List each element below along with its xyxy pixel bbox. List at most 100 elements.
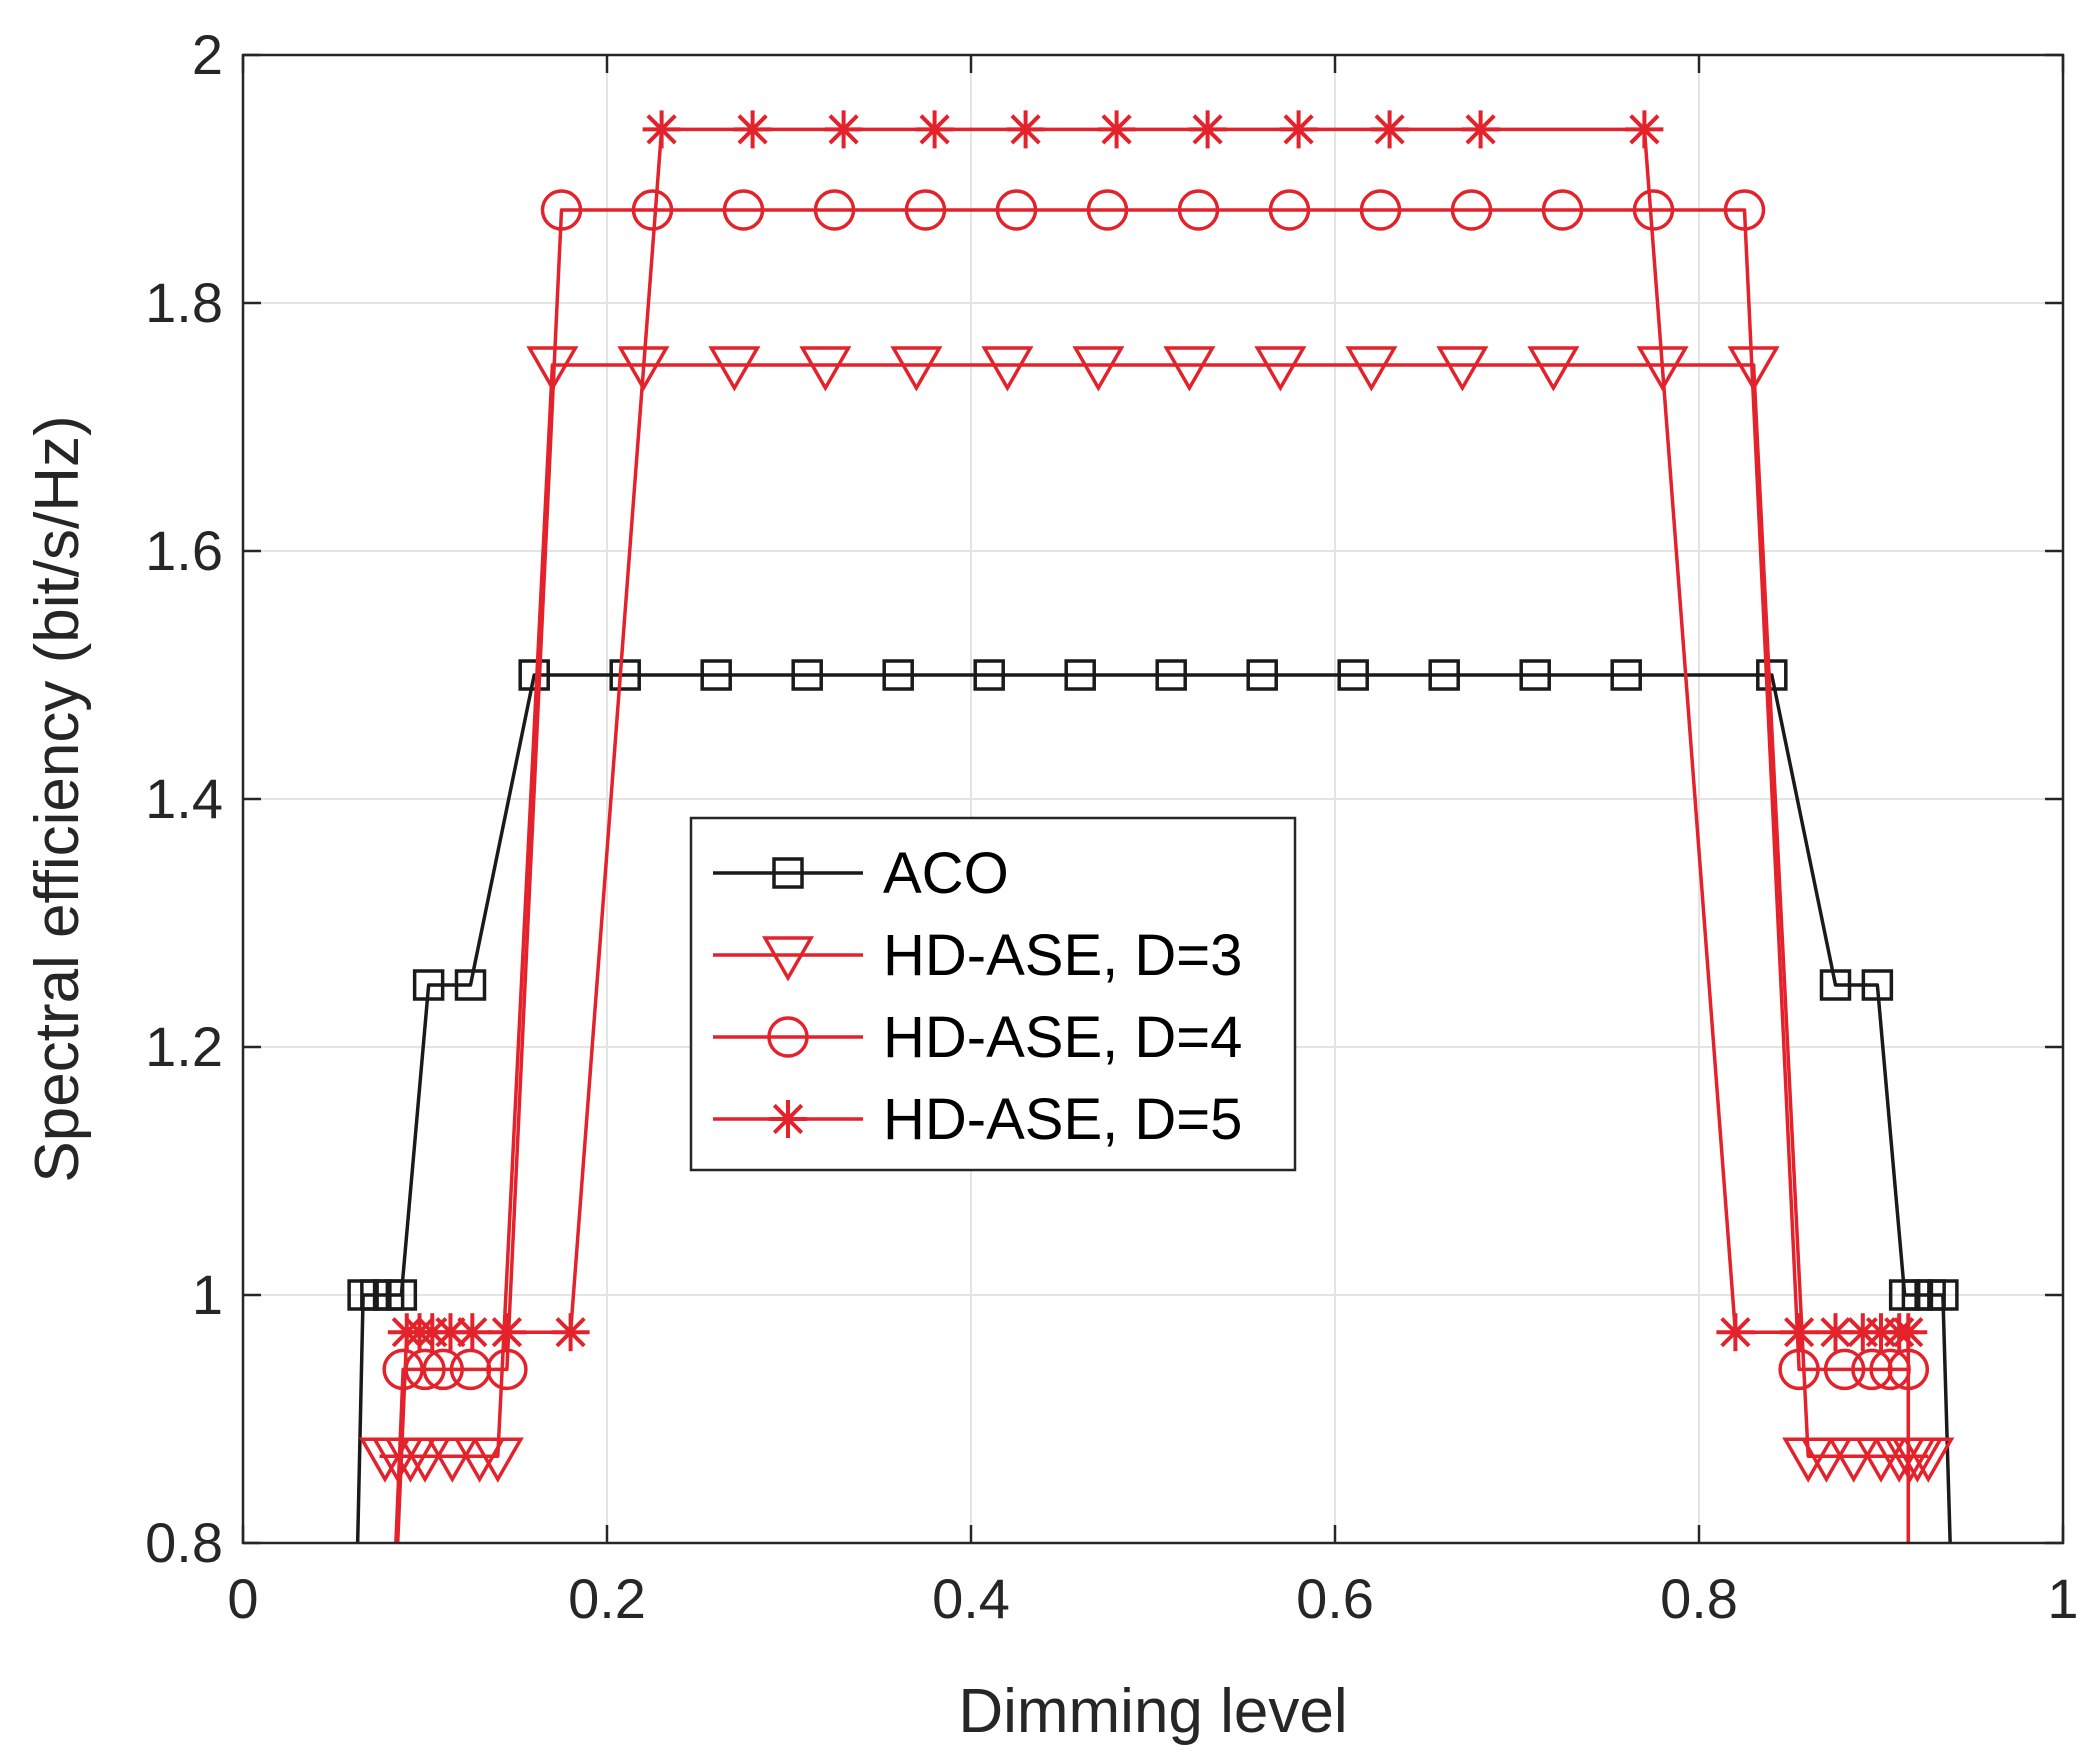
data-point [1064,659,1096,691]
asterisk-stroke [646,114,677,145]
data-point [882,659,914,691]
data-point [890,346,943,392]
data-point [1519,659,1551,691]
y-tick-label: 0.8 [145,1511,223,1574]
legend-marker [761,936,815,982]
data-point [1461,110,1500,149]
asterisk-stroke [1374,114,1405,145]
asterisk-stroke [919,114,950,145]
data-point [915,110,954,149]
data-point [1450,189,1493,231]
series-line [394,208,1911,1544]
series-3 [387,110,1928,1544]
x-tick-label: 0.4 [932,1567,1010,1630]
data-point [1436,346,1489,392]
asterisk-stroke [1101,114,1132,145]
data-point [722,189,765,231]
data-point [1086,189,1129,231]
data-point [904,189,947,231]
y-tick-label: 1.4 [145,767,223,830]
data-point [995,189,1038,231]
data-point [398,1437,452,1483]
x-axis-label: Dimming level [958,1677,1347,1746]
data-point [422,1348,464,1391]
data-point [1819,969,1852,1001]
data-point [1345,346,1398,392]
data-point [540,189,583,231]
asterisk-stroke [772,1103,804,1135]
data-point [973,659,1005,691]
data-point [1527,346,1580,392]
data-point [1625,110,1664,149]
data-point [412,969,445,1001]
legend-entry: HD-ASE, D=5 [713,1087,1242,1152]
series-1 [358,346,1955,1483]
legend-marker [769,1100,807,1138]
legend-box [689,816,1297,1172]
data-point [1727,346,1780,392]
legend-label: HD-ASE, D=4 [883,1005,1242,1070]
data-point [1756,659,1788,691]
data-point [1902,1437,1955,1483]
data-point [454,969,487,1001]
asterisk-stroke [1192,114,1223,145]
asterisk-stroke [555,1317,586,1348]
data-point [1097,110,1136,149]
data-point [551,1313,590,1352]
data-point [813,189,856,231]
asterisk-stroke [491,1317,522,1348]
data-point [1823,1348,1866,1391]
legend-entry: HD-ASE, D=4 [713,1005,1242,1070]
y-tick-label: 1.2 [145,1015,223,1078]
data-point [1610,659,1642,691]
data-point [733,110,772,149]
data-point [1268,189,1311,231]
series-line [355,673,1952,1544]
legend-label: ACO [883,841,1009,906]
axes: 0 0.2 0.4 0.6 0.8 1 0.8 1 1.2 1.4 1.6 1.8 2 [145,23,2078,1630]
data-point [642,110,681,149]
asterisk-stroke [828,114,859,145]
data-point [453,1313,492,1352]
data-point [1541,189,1584,231]
data-point [1723,189,1766,231]
x-tick-label: 0.2 [568,1567,646,1630]
data-point [1370,110,1409,149]
asterisk-stroke [435,1317,466,1348]
data-point [1927,1279,1959,1311]
x-tick-label: 1 [2047,1567,2078,1630]
data-point [609,659,641,691]
legend-entry: ACO [713,841,1009,906]
data-point [700,659,732,691]
asterisk-stroke [1720,1317,1751,1348]
data-point [1006,110,1045,149]
series-0 [347,659,1959,1544]
legend-label: HD-ASE, D=5 [883,1087,1242,1152]
y-axis-label: Spectral efficiency (bit/s/Hz) [23,415,92,1182]
y-tick-label: 2 [192,23,223,86]
data-point [1359,189,1402,231]
legend-marker [772,857,804,889]
y-tick-label: 1.6 [145,519,223,582]
data-point [791,659,823,691]
data-point [1188,110,1227,149]
asterisk-stroke [1010,114,1041,145]
data-point [1827,1437,1880,1483]
asterisk-stroke [1283,114,1314,145]
data-point [981,346,1034,392]
asterisk-stroke [1629,114,1660,145]
data-point [1072,346,1125,392]
x-tick-label: 0.8 [1660,1567,1738,1630]
data-point [1177,189,1220,231]
asterisk-stroke [1784,1317,1815,1348]
data-point [1861,969,1894,1001]
legend-entry: HD-ASE, D=3 [713,923,1242,988]
data-point [1428,659,1460,691]
data-point [1279,110,1318,149]
data-point [1254,346,1307,392]
data-point [1800,1437,1853,1483]
asterisk-stroke [457,1317,488,1348]
data-point [1337,659,1369,691]
